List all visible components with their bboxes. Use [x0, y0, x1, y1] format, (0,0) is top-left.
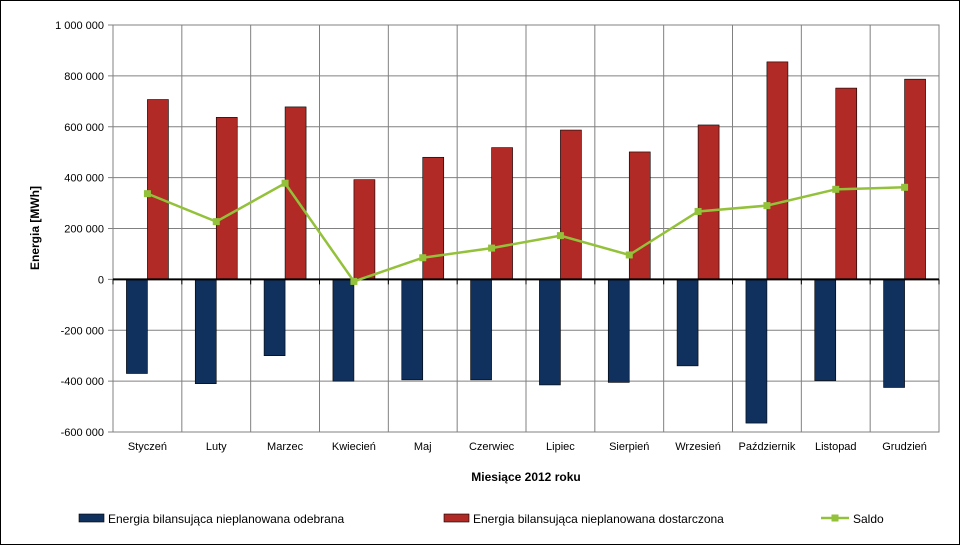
x-tick-label: Lipiec [546, 441, 575, 453]
y-axis-title: Energia [MWh] [28, 186, 42, 270]
bar-odebrana [745, 279, 768, 424]
y-tick-label: 0 [98, 274, 104, 286]
y-tick-label: 1 000 000 [55, 20, 104, 32]
bar-dostarczona [147, 99, 169, 280]
legend-label: Energia bilansująca nieplanowana odebran… [108, 512, 345, 526]
saldo-point [901, 183, 909, 191]
y-tick-label: 400 000 [64, 173, 104, 185]
x-tick-labels: Styczeń Luty Marzec Kwiecień Maj Czerwiec Lipi… [128, 441, 927, 453]
gridlines [113, 24, 939, 433]
x-axis-title: Miesiące 2012 roku [471, 470, 580, 484]
bar-dostarczona [215, 117, 238, 280]
bar-dostarczona [766, 61, 789, 280]
x-tick-label: Październik [738, 441, 795, 453]
legend: Energia bilansująca nieplanowana odebran… [78, 512, 884, 526]
x-tick-label: Kwiecień [332, 441, 376, 453]
saldo-point [832, 185, 840, 193]
saldo-point [694, 207, 702, 215]
bar-odebrana [401, 279, 424, 381]
bar-odebrana [263, 279, 286, 356]
bar-odebrana [607, 279, 630, 383]
x-tick-label: Marzec [267, 441, 304, 453]
bar-dostarczona [491, 147, 513, 280]
saldo-line [143, 179, 909, 285]
saldo-point [281, 179, 289, 187]
bar-dostarczona [697, 124, 720, 280]
bar-dostarczona [628, 151, 651, 280]
saldo-point [212, 218, 220, 226]
bar-dostarczona [904, 78, 926, 280]
x-tick-label: Maj [414, 441, 432, 453]
bar-dostarczona [835, 87, 858, 280]
x-tick-label: Styczeń [128, 441, 167, 453]
saldo-point [556, 232, 564, 240]
y-tick-label: 800 000 [64, 71, 104, 83]
legend-swatch [443, 513, 470, 523]
x-tick-label: Listopad [815, 441, 857, 453]
legend-label: Energia bilansująca nieplanowana dostarc… [473, 512, 724, 526]
bar-odebrana [676, 279, 699, 367]
bars [126, 61, 926, 424]
x-tick-label: Wrzesień [675, 441, 721, 453]
saldo-point [763, 202, 771, 210]
bar-odebrana [539, 279, 561, 386]
y-tick-labels: -600 000 -400 000 -200 000 0 200 000 400 000 6… [55, 20, 104, 439]
saldo-polyline [146, 181, 905, 283]
y-tick-label: 200 000 [64, 224, 104, 236]
legend-swatch [78, 513, 105, 523]
x-tick-label: Luty [206, 441, 227, 453]
y-tick-label: -600 000 [61, 427, 104, 439]
bar-dostarczona [560, 129, 582, 280]
x-tick-label: Czerwiec [469, 441, 515, 453]
bar-dostarczona [353, 179, 376, 280]
bar-odebrana [814, 279, 837, 381]
saldo-point [419, 254, 427, 262]
bar-odebrana [883, 279, 905, 388]
y-tick-label: -200 000 [61, 325, 104, 337]
legend-marker [831, 514, 839, 522]
bar-dostarczona [284, 106, 307, 280]
saldo-point [488, 244, 496, 252]
axes [108, 24, 940, 433]
bar-odebrana [126, 279, 148, 374]
legend-label: Saldo [853, 512, 884, 526]
bar-odebrana [470, 279, 492, 381]
bar-odebrana [194, 279, 217, 384]
y-tick-label: -400 000 [61, 376, 104, 388]
y-tick-label: 600 000 [64, 122, 104, 134]
saldo-point [625, 251, 633, 259]
x-tick-label: Sierpień [609, 441, 649, 453]
saldo-point [350, 277, 358, 285]
bar-odebrana [332, 279, 355, 382]
x-tick-label: Grudzień [882, 441, 927, 453]
saldo-point [143, 190, 151, 198]
